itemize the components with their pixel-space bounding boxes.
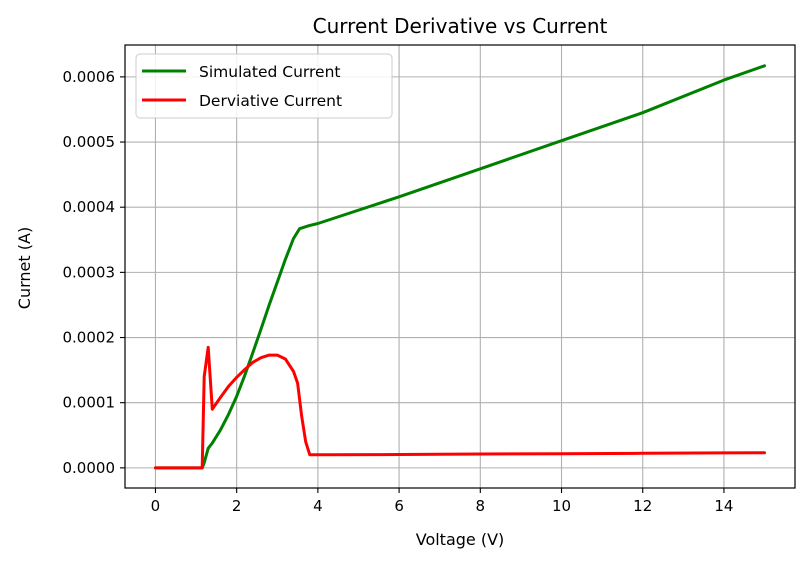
plot-frame: [124, 44, 796, 489]
x-tick-label: 6: [394, 497, 404, 515]
x-tick-label: 0: [151, 497, 161, 515]
axis-ticks: 0 2 4 6 8 10 12 14 0.0000 0.0001 0.0002 0.0003 0.000…: [63, 68, 734, 515]
y-tick-label: 0.0000: [63, 459, 116, 477]
y-tick-label: 0.0002: [63, 329, 116, 347]
series-line-simulated-current: [154, 64, 766, 470]
series-line-derivative-current: [154, 345, 766, 470]
x-tick-label: 12: [633, 497, 652, 515]
x-tick-label: 10: [552, 497, 571, 515]
y-tick-label: 0.0003: [63, 263, 116, 281]
y-tick-label: 0.0001: [63, 394, 116, 412]
grid: [125, 45, 795, 488]
x-axis-label: Voltage (V): [416, 530, 505, 549]
y-tick-label: 0.0006: [63, 68, 116, 86]
y-tick-label: 0.0005: [63, 133, 116, 151]
y-tick-label: 0.0004: [63, 198, 116, 216]
legend-box: [135, 53, 393, 119]
legend: Simulated Current Derviative Current: [135, 53, 393, 119]
x-tick-label: 8: [476, 497, 486, 515]
x-tick-label: 2: [232, 497, 242, 515]
plot-series: [154, 64, 766, 470]
chart-title: Current Derivative vs Current: [313, 14, 608, 38]
legend-label-simulated: Simulated Current: [199, 63, 340, 81]
legend-label-derivative: Derviative Current: [199, 92, 342, 110]
x-tick-label: 4: [313, 497, 323, 515]
y-axis-label: Curnet (A): [15, 227, 34, 309]
x-tick-label: 14: [714, 497, 733, 515]
